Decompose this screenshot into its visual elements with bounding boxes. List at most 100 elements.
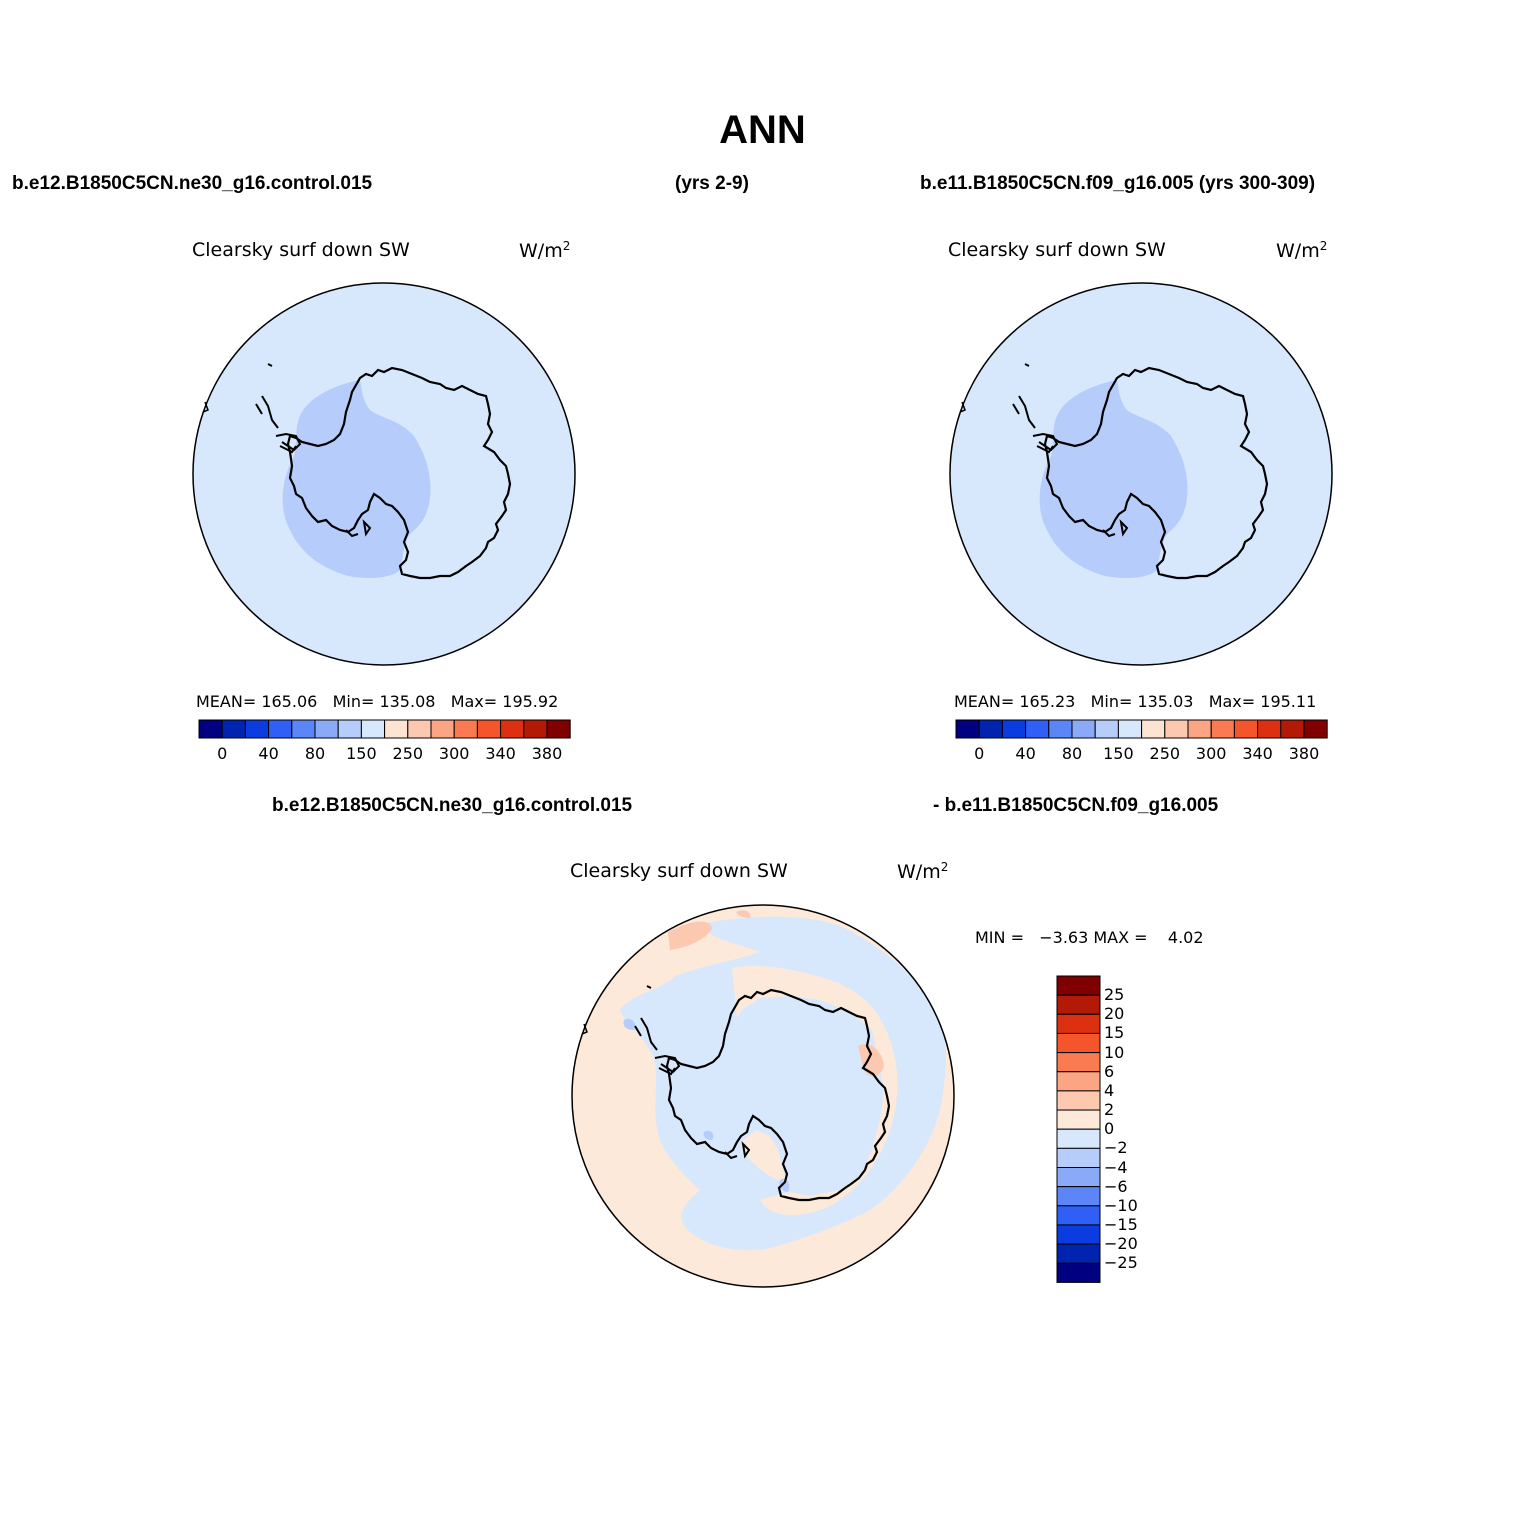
colorbar-tick-label: 40: [1015, 744, 1036, 763]
colorbar-tick-label: 80: [304, 744, 326, 763]
years-header: (yrs 2-9): [675, 173, 749, 194]
cb3-cell: [1056, 1071, 1101, 1092]
cb1-cell: [546, 719, 571, 739]
colorbar-tick-label: −4: [1104, 1157, 1128, 1177]
colorbar-tick-label: −20: [1104, 1234, 1138, 1254]
diff-variable-label: Clearsky surf down SW: [570, 860, 788, 882]
panel2-low-region: [1039, 380, 1188, 578]
cb2-cell: [1141, 719, 1166, 739]
diff-map: [571, 904, 955, 1288]
colorbar-tick-label: 25: [1104, 985, 1125, 1005]
cb1-cell: [198, 719, 223, 739]
cb2-cell: [1303, 719, 1328, 739]
panel2-units-exp: 2: [1319, 239, 1328, 253]
cb2-cell: [1001, 719, 1027, 739]
diff-negative-patch-2: [703, 1130, 714, 1140]
colorbar-tick-label: 80: [1061, 744, 1083, 763]
diff-left-header: b.e12.B1850C5CN.ne30_g16.control.015: [272, 795, 633, 816]
right-case-header: b.e11.B1850C5CN.f09_g16.005 (yrs 300-309…: [920, 173, 1316, 194]
cb3-cell: [1056, 1205, 1101, 1226]
cb1-cell: [430, 719, 455, 739]
colorbar-tick-label: 15: [1104, 1023, 1125, 1043]
cb3-cell: [1056, 1147, 1101, 1168]
cb2-cell: [1280, 719, 1305, 739]
colorbar-tick-label: 10: [1104, 1042, 1125, 1062]
diff-units: W/m2: [897, 860, 948, 883]
panel2-stats: MEAN= 165.23 Min= 135.03 Max= 195.11: [954, 692, 1317, 711]
panel1-map: [192, 282, 576, 666]
cb3-cell: [1056, 1052, 1101, 1073]
colorbar-tick-label: 40: [258, 744, 279, 763]
cb1-cell: [453, 719, 478, 739]
colorbar-tick-label: 380: [531, 744, 563, 763]
cb1-cell: [291, 719, 316, 739]
panel1-units-exp: 2: [562, 239, 571, 253]
diff-colorbar: [1056, 975, 1101, 1283]
cb2-cell: [1257, 719, 1282, 739]
cb2-cell: [1117, 719, 1143, 739]
colorbar-tick-label: −2: [1104, 1138, 1128, 1158]
cb1-cell: [337, 719, 362, 739]
cb2-cell: [1187, 719, 1212, 739]
colorbar-tick-label: 150: [1103, 744, 1134, 763]
colorbar-tick-label: 380: [1288, 744, 1320, 763]
cb3-cell: [1056, 1128, 1101, 1149]
panel1-peninsula-detail: [255, 363, 372, 538]
cb2-cell: [1025, 719, 1050, 739]
cb3-cell: [1056, 994, 1101, 1015]
cb3-cell: [1056, 1090, 1101, 1111]
cb1-cell: [476, 719, 502, 739]
diff-antarctic-interior: [672, 996, 884, 1196]
diff-antarctica-coast: [665, 988, 891, 1202]
panel1-variable-label: Clearsky surf down SW: [192, 239, 410, 261]
colorbar-tick-label: 340: [485, 744, 516, 763]
colorbar-tick-label: 150: [346, 744, 377, 763]
cb2-cell: [1094, 719, 1119, 739]
cb2-cell: [978, 719, 1003, 739]
diff-negative-patch-3: [623, 1018, 636, 1030]
panel2-variable-label: Clearsky surf down SW: [948, 239, 1166, 261]
colorbar-tick-label: 2: [1104, 1100, 1115, 1120]
cb1-cell: [221, 719, 246, 739]
colorbar-tick-label: −10: [1104, 1195, 1138, 1215]
colorbar-tick-label: 0: [974, 744, 985, 763]
colorbar-tick-label: −6: [1104, 1176, 1128, 1196]
colorbar-tick-label: 0: [1104, 1119, 1115, 1139]
panel2-peninsula-detail: [1012, 363, 1129, 538]
cb2-cell: [1071, 719, 1096, 739]
diff-minmax: MIN = −3.63 MAX = 4.02: [975, 928, 1204, 947]
cb2-cell: [1048, 719, 1073, 739]
colorbar-tick-label: 6: [1104, 1061, 1115, 1081]
cb1-cell: [407, 719, 432, 739]
cb2-cell: [1164, 719, 1189, 739]
colorbar-tick-label: 4: [1104, 1080, 1115, 1100]
figure-title: ANN: [719, 108, 806, 152]
cb3-cell: [1056, 1109, 1101, 1130]
diff-strong-positive-patch-1: [668, 921, 712, 950]
cb1-cell: [500, 719, 525, 739]
diff-units-base: W/m: [897, 861, 941, 883]
cb3-cell: [1056, 1186, 1101, 1207]
cb2-cell: [1233, 719, 1259, 739]
panel2-map: [949, 282, 1333, 666]
left-case-header: b.e12.B1850C5CN.ne30_g16.control.015: [12, 173, 373, 194]
cb3-cell: [1056, 1013, 1101, 1034]
cb1-cell: [384, 719, 409, 739]
cb1-cell: [244, 719, 270, 739]
diff-negative-patch-1: [779, 1178, 790, 1192]
panel1-units-base: W/m: [519, 240, 563, 262]
panel1-colorbar: [198, 719, 571, 739]
colorbar-tick-label: 250: [1149, 744, 1181, 763]
panel2-units: W/m2: [1276, 239, 1327, 262]
cb1-cell: [268, 719, 293, 739]
diff-strong-positive-patch-3: [736, 910, 751, 918]
cb3-cell: [1056, 975, 1101, 996]
diff-right-header: - b.e11.B1850C5CN.f09_g16.005: [933, 795, 1219, 816]
colorbar-tick-label: 300: [1195, 744, 1227, 763]
colorbar-tick-label: −25: [1104, 1253, 1138, 1273]
panel1-stats: MEAN= 165.06 Min= 135.08 Max= 195.92: [196, 692, 559, 711]
colorbar-tick-label: 340: [1242, 744, 1273, 763]
cb1-cell: [360, 719, 386, 739]
panel1-antarctica-coast: [286, 366, 512, 580]
